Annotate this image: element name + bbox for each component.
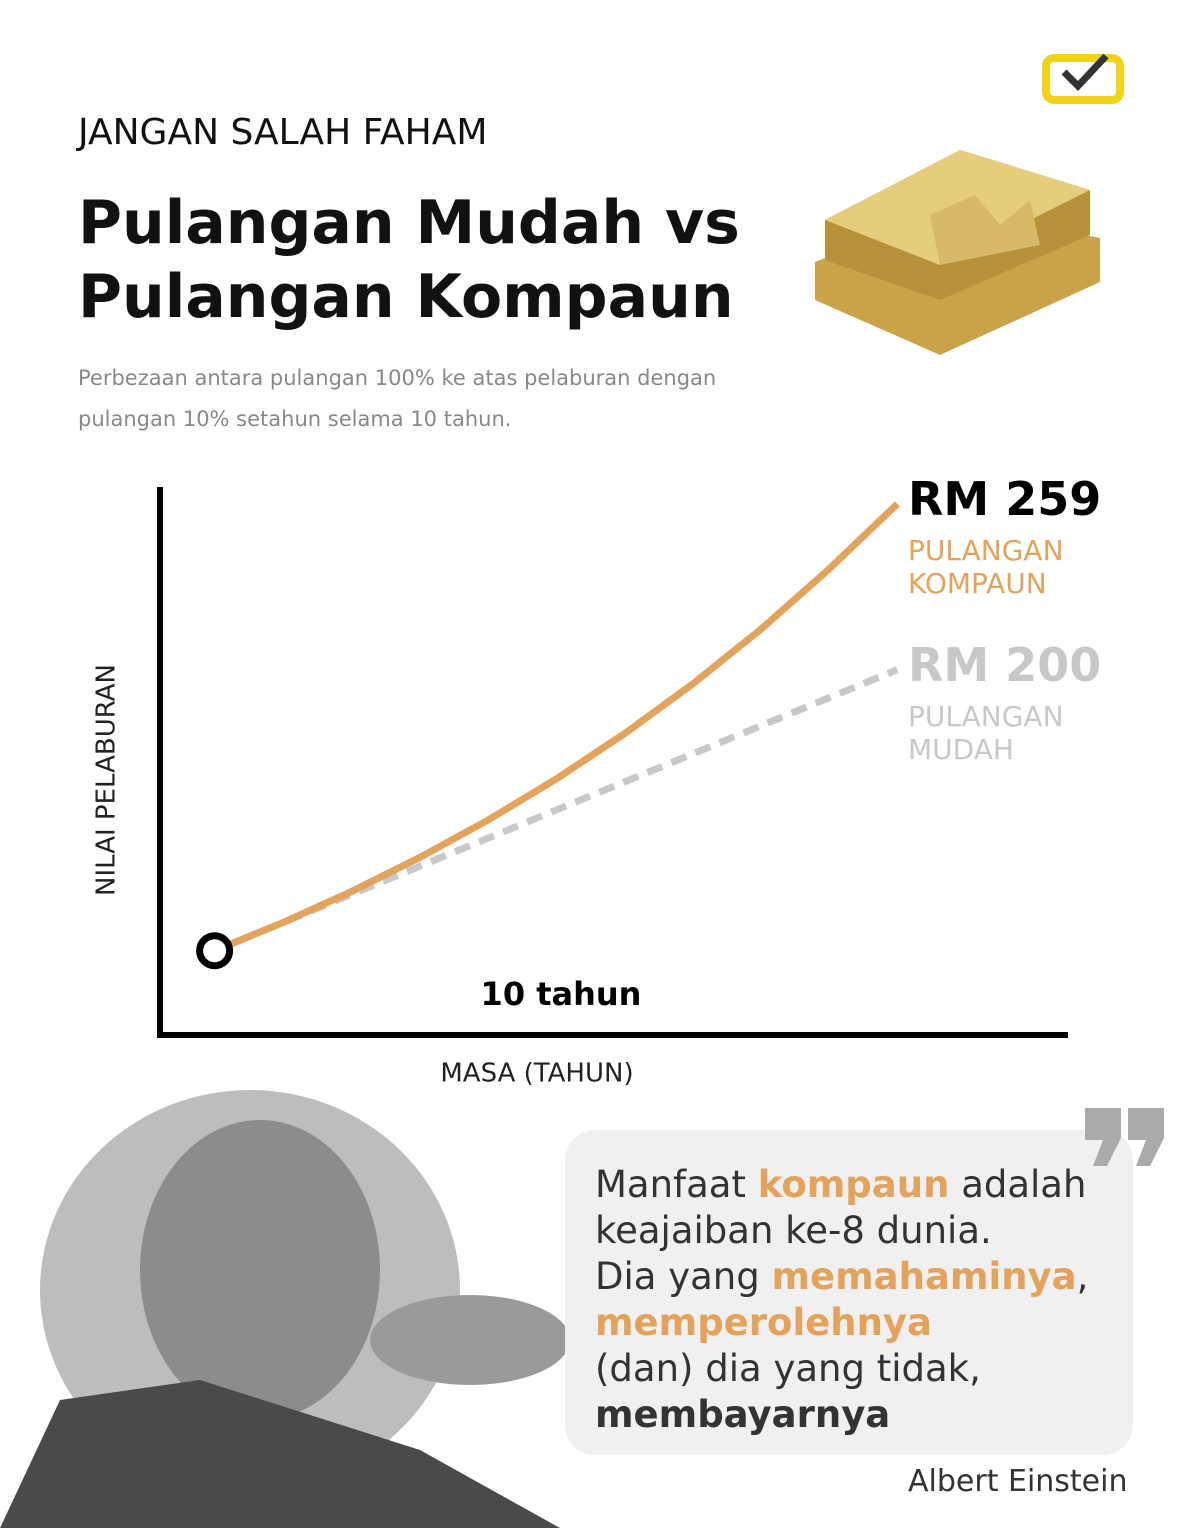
title: Pulangan Mudah vs bbox=[78, 188, 740, 258]
quote-text: , bbox=[1076, 1255, 1089, 1298]
series-label: PULANGAN MUDAH bbox=[908, 699, 1064, 766]
annotation: 10 tahun bbox=[481, 975, 642, 1013]
quote-text: Manfaat bbox=[595, 1163, 758, 1206]
quote-line: membayarnya bbox=[595, 1393, 890, 1436]
logo-check bbox=[1061, 53, 1109, 92]
kicker: JANGAN SALAH FAHAM bbox=[78, 112, 488, 153]
title: Pulangan Kompaun bbox=[78, 262, 734, 332]
x-axis-label: MASA (TAHUN) bbox=[440, 1059, 633, 1089]
line bbox=[213, 501, 900, 954]
quote-text: (dan) dia yang tidak, bbox=[595, 1347, 981, 1390]
series-label: PULANGAN KOMPAUN bbox=[908, 533, 1064, 600]
quote-line: Dia yang memahaminya, bbox=[595, 1255, 1088, 1298]
quote-line: keajaiban ke-8 dunia. bbox=[595, 1209, 992, 1252]
subtitle: pulangan 10% setahun selama 10 tahun. bbox=[78, 407, 512, 431]
quote-line: memperolehnya bbox=[595, 1301, 932, 1344]
quote-text: memahaminya bbox=[771, 1255, 1077, 1298]
y-axis-label: NILAI PELABURAN bbox=[92, 664, 122, 896]
gold-icon bbox=[815, 150, 1100, 355]
quote-text: adalah bbox=[949, 1163, 1087, 1206]
quote-author: Albert Einstein bbox=[908, 1464, 1128, 1499]
quote-text: Dia yang bbox=[595, 1255, 772, 1298]
quote-text: kompaun bbox=[757, 1163, 950, 1206]
start-point bbox=[196, 932, 234, 970]
quote-text: memperolehnya bbox=[595, 1301, 932, 1344]
logo bbox=[1042, 54, 1124, 104]
subtitle: Perbezaan antara pulangan 100% ke atas p… bbox=[78, 366, 717, 390]
quote-box bbox=[565, 1130, 1133, 1455]
portrait bbox=[0, 1090, 570, 1528]
quote-line: Manfaat kompaun adalah bbox=[595, 1163, 1086, 1206]
quote-line: (dan) dia yang tidak, bbox=[595, 1347, 981, 1390]
line bbox=[213, 666, 899, 954]
quote-mark bbox=[1085, 1108, 1164, 1166]
quote-text: keajaiban ke-8 dunia. bbox=[595, 1209, 992, 1252]
value-label: RM 259 bbox=[908, 471, 1102, 526]
value-label: RM 200 bbox=[908, 637, 1102, 692]
quote-text: membayarnya bbox=[595, 1393, 891, 1436]
